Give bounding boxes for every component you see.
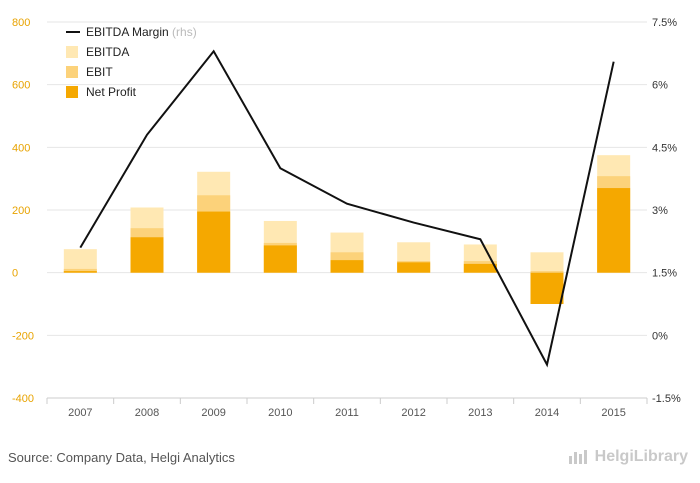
x-axis-ticks: 2007 2008 2009 2010 2011 2012 2013 2014 2015 <box>68 407 626 419</box>
bar-ebit <box>63 268 97 273</box>
margin-line-series <box>79 49 615 368</box>
bar-net-profit <box>263 245 297 273</box>
legend-swatch <box>66 86 78 98</box>
x-tick-label: 2011 <box>335 407 359 419</box>
bar-ebitda <box>530 252 564 273</box>
legend-label-ebitda-margin: EBITDA Margin (rhs) <box>86 25 197 39</box>
x-tick-label: 2014 <box>535 407 559 419</box>
x-tick-label: 2008 <box>135 407 159 419</box>
left-tick-label: 600 <box>12 80 30 92</box>
legend-label: EBITDA <box>86 45 129 59</box>
left-tick-label: 400 <box>12 142 30 154</box>
bar-ebitda <box>63 249 97 273</box>
bar-net-profit <box>130 237 164 273</box>
left-tick-label: 200 <box>12 205 30 217</box>
left-tick-label: -200 <box>12 330 34 342</box>
bar-net-profit <box>530 272 564 304</box>
right-tick-label: -1.5% <box>652 393 681 405</box>
library-icon <box>568 450 589 464</box>
left-tick-label: 800 <box>12 17 30 29</box>
x-tick-label: 2013 <box>468 407 492 419</box>
legend-rhs-note: (rhs) <box>172 25 197 39</box>
margin-line <box>79 49 615 368</box>
legend: EBITDA Margin (rhs) EBITDA EBIT Net Profit <box>66 25 197 99</box>
right-tick-label: 0% <box>652 330 668 342</box>
legend-label: EBIT <box>86 65 113 79</box>
right-tick-label: 7.5% <box>652 17 677 29</box>
left-tick-label: -400 <box>12 393 34 405</box>
legend-swatch <box>66 66 78 78</box>
x-tick-label: 2009 <box>201 407 225 419</box>
x-tick-label: 2007 <box>68 407 92 419</box>
right-tick-label: 4.5% <box>652 142 677 154</box>
legend-label: Net Profit <box>86 85 137 99</box>
right-axis-ticks: 7.5% 6% 4.5% 3% 1.5% 0% -1.5% <box>652 17 681 405</box>
brand-name: HelgiLibrary <box>594 448 688 465</box>
bar-net-profit <box>397 262 431 273</box>
bar-net-profit <box>197 211 231 273</box>
right-tick-label: 3% <box>652 205 668 217</box>
source-note: Source: Company Data, Helgi Analytics <box>8 450 235 465</box>
bar-series <box>63 155 631 304</box>
right-tick-label: 6% <box>652 80 668 92</box>
bar-ebit <box>530 271 564 273</box>
bar-net-profit <box>63 271 97 273</box>
x-tick-label: 2015 <box>601 407 625 419</box>
left-axis-ticks: 800 600 400 200 0 -200 -400 <box>12 17 34 405</box>
bar-net-profit <box>330 260 364 273</box>
legend-swatch <box>66 46 78 58</box>
left-tick-label: 0 <box>12 268 18 280</box>
brand-logo: HelgiLibrary <box>568 448 688 466</box>
bar-net-profit <box>597 188 631 273</box>
x-tick-label: 2012 <box>401 407 425 419</box>
x-tick-label: 2010 <box>268 407 292 419</box>
bar-net-profit <box>463 263 497 273</box>
right-tick-label: 1.5% <box>652 268 677 280</box>
